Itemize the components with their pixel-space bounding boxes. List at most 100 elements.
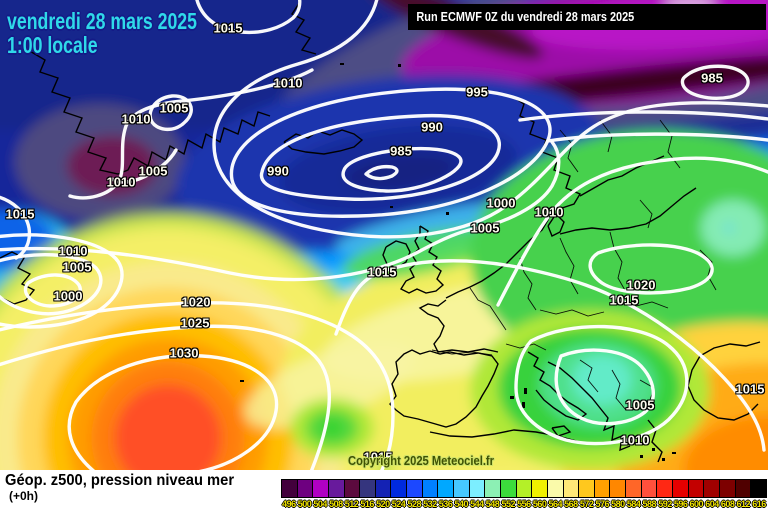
colorbar-cell [751, 480, 766, 497]
colorbar-value: 588 [642, 499, 657, 509]
colorbar-value: 604 [705, 499, 719, 509]
colorbar-value: 616 [752, 499, 766, 509]
colorbar-value: 568 [564, 499, 578, 509]
isobar-label: 1010 [620, 432, 650, 448]
isobar-label: 1010 [121, 111, 151, 127]
weather-map: 1015 1005 1010 1005 1010 1015 1010 995 990 985 990… [0, 0, 768, 470]
isobar-label: 1005 [470, 220, 500, 236]
colorbar-value: 516 [360, 499, 374, 509]
colorbar-cell [641, 480, 657, 497]
isobar-label: 985 [390, 143, 412, 159]
colorbar-value: 528 [407, 499, 421, 509]
colorbar-value: 532 [423, 499, 437, 509]
colorbar-labels: 496 500 504 508 512 516 520 524 528 532 536 540 544 5… [281, 499, 767, 509]
colorbar-cell [391, 480, 407, 497]
colorbar-cell [344, 480, 360, 497]
colorbar-value: 612 [736, 499, 751, 509]
colorbar-cell [407, 480, 422, 497]
isobar-label: 1015 [609, 292, 639, 308]
map-date-text: vendredi 28 mars 2025 [7, 8, 198, 34]
colorbar-cell [360, 480, 375, 497]
colorbar-value: 512 [344, 499, 359, 509]
isobar-label: 1005 [62, 259, 92, 275]
colorbar-value: 544 [470, 499, 484, 509]
legend-footer: Géop. z500, pression niveau mer (+0h) 49… [0, 470, 768, 512]
colorbar-value: 496 [282, 499, 296, 509]
isobar-label: 995 [466, 84, 488, 100]
colorbar-value: 580 [611, 499, 625, 509]
colorbar-cell [610, 480, 626, 497]
colorbar-cell [500, 480, 516, 497]
isobar-label: 1010 [106, 174, 136, 190]
map-caption: Géop. z500, pression niveau mer [5, 472, 235, 489]
colorbar-cell [719, 480, 735, 497]
colorbar-cells [281, 479, 767, 498]
isobar-label: 1005 [138, 163, 168, 179]
colorbar-value: 564 [548, 499, 563, 509]
map-specks [240, 63, 676, 461]
colorbar-value: 608 [720, 499, 735, 509]
map-time-text: 1:00 locale [7, 32, 98, 58]
isobar-label: 1015 [735, 381, 765, 397]
colorbar-value: 572 [579, 499, 594, 509]
colorbar-value: 500 [297, 499, 312, 509]
colorbar-value: 520 [376, 499, 390, 509]
isobar-label: 1010 [534, 204, 564, 220]
isobar-label: 1015 [367, 264, 397, 280]
colorbar-value: 584 [626, 499, 641, 509]
isobar-label: 1020 [626, 277, 656, 293]
copyright-text: Copyright 2025 Meteociel.fr [348, 453, 495, 468]
colorbar-value: 536 [438, 499, 453, 509]
colorbar-value: 508 [329, 499, 343, 509]
isobar-label: 990 [267, 163, 289, 179]
isobar-label: 990 [421, 119, 443, 135]
colorbar-cell [438, 480, 454, 497]
colorbar-cell [516, 480, 532, 497]
colorbar-cell [469, 480, 485, 497]
colorbar-cell [626, 480, 641, 497]
colorbar-cell [422, 480, 438, 497]
colorbar-cell [282, 480, 297, 497]
colorbar-cell [454, 480, 469, 497]
colorbar-value: 560 [532, 499, 547, 509]
colorbar-cell [735, 480, 751, 497]
colorbar-cell [594, 480, 610, 497]
colorbar-cell [532, 480, 547, 497]
colorbar-cell [547, 480, 563, 497]
colorbar-cell [688, 480, 704, 497]
colorbar-value: 600 [689, 499, 704, 509]
colorbar-cell [579, 480, 594, 497]
forecast-step: (+0h) [9, 489, 39, 503]
colorbar-cell [328, 480, 344, 497]
isobar-label: 1005 [625, 397, 655, 413]
colorbar-value: 540 [454, 499, 468, 509]
colorbar-cell [297, 480, 313, 497]
colorbar-cell [485, 480, 500, 497]
isobar-label: 1010 [273, 75, 303, 91]
colorbar-cell [313, 480, 328, 497]
isobar-label: 1000 [53, 288, 83, 304]
isobar-label: 1015 [5, 206, 35, 222]
colorbar-cell [673, 480, 688, 497]
coastlines [0, 1, 761, 463]
colorbar-value: 504 [313, 499, 327, 509]
colorbar-value: 556 [517, 499, 531, 509]
isobar-label: 985 [701, 70, 723, 86]
colorbar-value: 552 [501, 499, 515, 509]
colorbar-value: 524 [391, 499, 406, 509]
colorbar-value: 592 [658, 499, 672, 509]
isobar-label: 1010 [58, 243, 88, 259]
isobar-label: 1020 [181, 294, 211, 310]
isobars-layer [0, 0, 768, 470]
isobar-label: 1000 [486, 195, 516, 211]
run-info-text: Run ECMWF 0Z du vendredi 28 mars 2025 [416, 9, 635, 24]
colorbar-cell [563, 480, 579, 497]
run-info-box: Run ECMWF 0Z du vendredi 28 mars 2025 [408, 4, 766, 30]
colorbar-value: 576 [595, 499, 610, 509]
colorbar-value: 596 [673, 499, 688, 509]
isobar-label: 1015 [213, 20, 243, 36]
isobar-label: 1030 [169, 345, 199, 361]
isobar-label: 1025 [180, 315, 210, 331]
colorbar-cell [704, 480, 719, 497]
